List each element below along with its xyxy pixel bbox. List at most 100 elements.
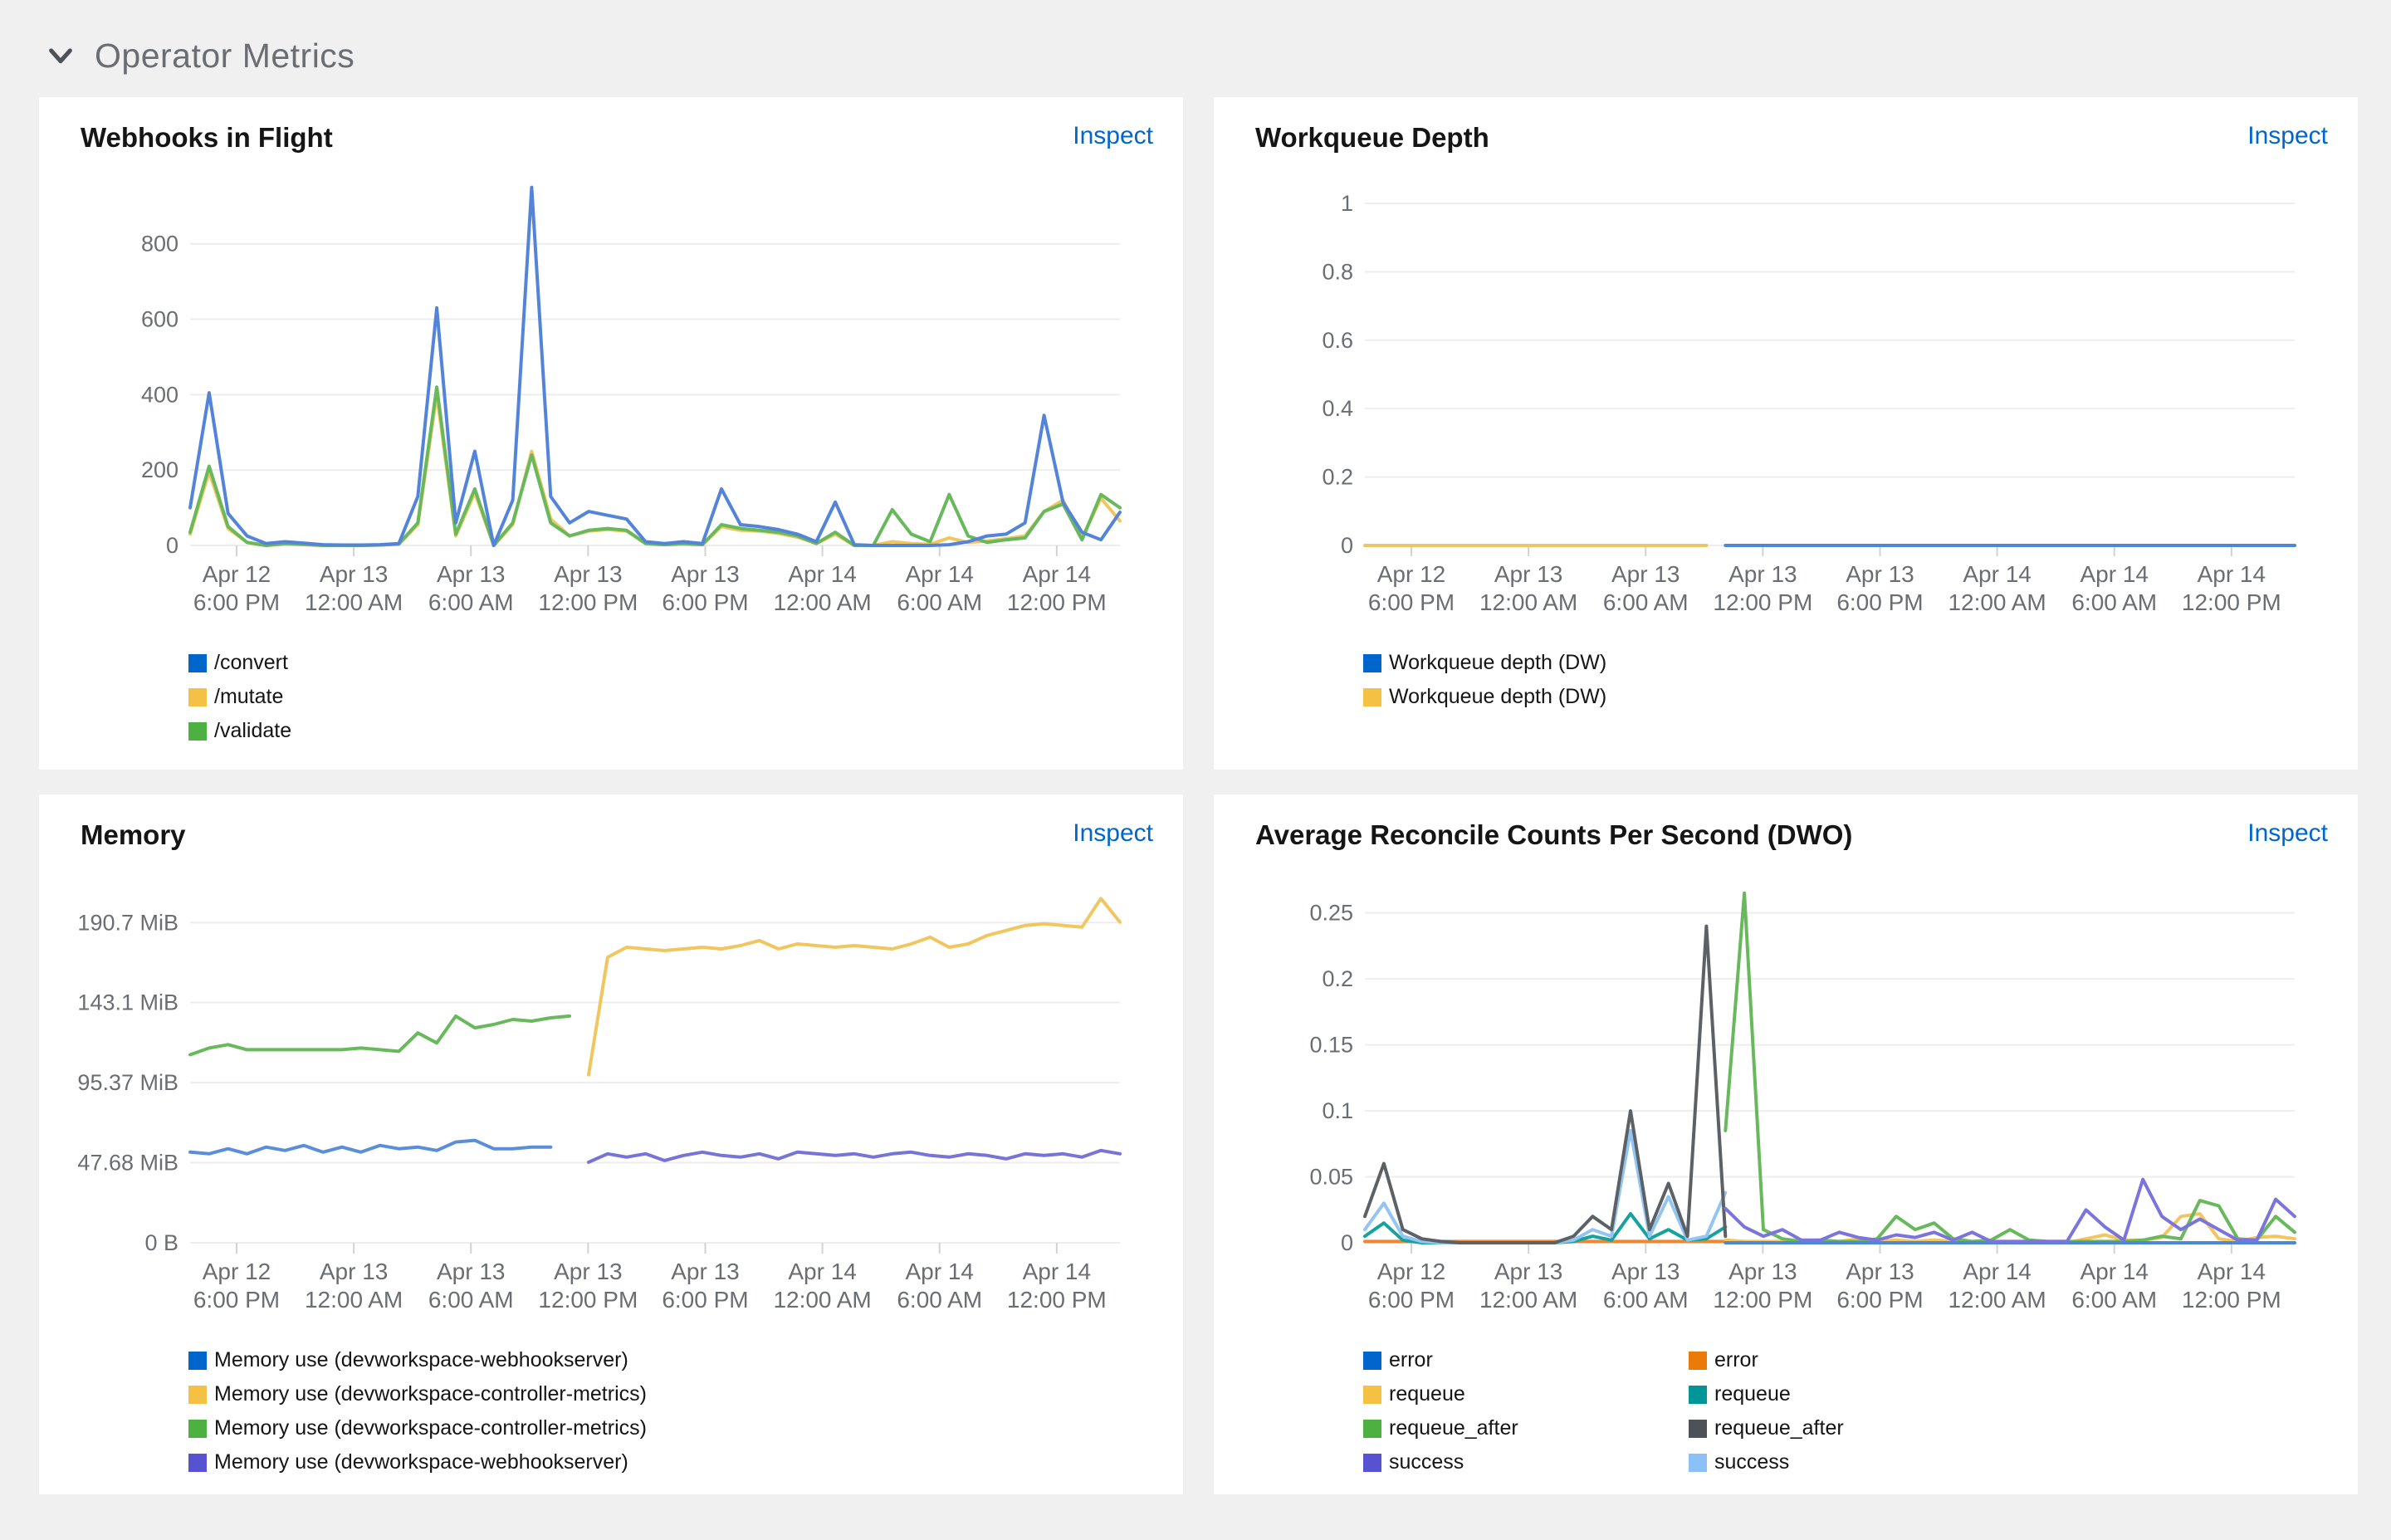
svg-text:0.6: 0.6 <box>1322 328 1353 353</box>
legend-label: /mutate <box>214 685 284 708</box>
svg-text:Apr 146:00 AM: Apr 14 6:00 AM <box>897 561 982 615</box>
legend-label: Workqueue depth (DW) <box>1389 651 1607 674</box>
panel-title: Webhooks in Flight <box>81 122 333 153</box>
legend-item: Memory use (devworkspace-controller-metr… <box>188 1416 647 1440</box>
legend-swatch <box>188 721 207 741</box>
legend-label: requeue <box>1389 1382 1465 1406</box>
legend-label: success <box>1714 1450 1790 1474</box>
svg-text:47.68 MiB: 47.68 MiB <box>77 1151 178 1176</box>
panel-webhooks-in-flight: Webhooks in Flight Inspect 0 200 400 600 800… <box>39 97 1183 770</box>
legend-label: Memory use (devworkspace-webhookserver) <box>214 1348 628 1371</box>
legend-swatch <box>188 653 207 672</box>
legend-column: Memory use (devworkspace-webhookserver) M… <box>188 1348 647 1474</box>
legend-item: /validate <box>188 719 514 743</box>
legend-swatch <box>188 687 207 706</box>
webhooks-in-flight-chart[interactable]: 0 200 400 600 800 Apr 12 6:00 PM Apr 13 12:00 AM… <box>66 155 1153 649</box>
legend-swatch <box>1689 1419 1707 1438</box>
inspect-link[interactable]: Inspect <box>1073 819 1153 847</box>
legend-column: /convert/mutate/validate <box>188 651 514 743</box>
section-header: Operator Metrics <box>0 0 2391 97</box>
chart-legend: Workqueue depth (DW) Workqueue depth (DW) <box>1363 651 2328 709</box>
panel-workqueue-depth: Workqueue Depth Inspect 0 0.2 0.4 0.6 0.8 1 Ap… <box>1214 97 2358 770</box>
inspect-link[interactable]: Inspect <box>2247 819 2328 847</box>
legend-swatch <box>1363 1453 1381 1472</box>
chart-legend: Memory use (devworkspace-webhookserver) M… <box>188 1348 1153 1474</box>
legend-swatch <box>188 1419 207 1438</box>
legend-item: requeue <box>1689 1382 2014 1406</box>
svg-text:Apr 136:00 PM: Apr 13 6:00 PM <box>1836 1259 1923 1313</box>
section-title: Operator Metrics <box>95 37 355 75</box>
legend-item: success <box>1363 1450 1689 1474</box>
svg-text:143.1 MiB: 143.1 MiB <box>77 990 178 1015</box>
legend-item: error <box>1363 1348 1689 1372</box>
legend-item: requeue_after <box>1363 1416 1689 1440</box>
legend-label: Memory use (devworkspace-controller-metr… <box>214 1382 647 1406</box>
legend-swatch <box>188 1351 207 1370</box>
svg-text:Apr 136:00 AM: Apr 13 6:00 AM <box>428 1259 514 1313</box>
svg-text:0.05: 0.05 <box>1309 1165 1353 1190</box>
svg-text:0: 0 <box>1341 533 1353 558</box>
svg-text:Apr 126:00 PM: Apr 12 6:00 PM <box>1368 1259 1455 1313</box>
legend-label: requeue <box>1714 1382 1791 1406</box>
memory-chart[interactable]: 0 B 47.68 MiB 95.37 MiB 143.1 MiB 190.7 MiB A… <box>66 853 1153 1347</box>
svg-text:0: 0 <box>166 533 178 558</box>
svg-text:0.2: 0.2 <box>1322 966 1353 991</box>
svg-text:0.15: 0.15 <box>1309 1033 1353 1058</box>
legend-swatch <box>1363 1351 1381 1370</box>
legend-label: success <box>1389 1450 1464 1474</box>
svg-text:0.4: 0.4 <box>1322 396 1353 421</box>
legend-label: /validate <box>214 719 292 742</box>
legend-item: Workqueue depth (DW) <box>1363 685 1689 709</box>
legend-label: /convert <box>214 651 288 674</box>
svg-text:800: 800 <box>141 232 178 257</box>
legend-item: /convert <box>188 651 514 675</box>
operator-metrics-page: Operator Metrics Webhooks in Flight Insp… <box>0 0 2391 1494</box>
inspect-link[interactable]: Inspect <box>1073 122 1153 149</box>
panel-header: Workqueue Depth Inspect <box>1240 122 2328 154</box>
legend-item: Workqueue depth (DW) <box>1363 651 1689 675</box>
legend-item: Memory use (devworkspace-webhookserver) <box>188 1450 647 1474</box>
legend-label: error <box>1389 1348 1433 1371</box>
svg-text:Apr 146:00 AM: Apr 14 6:00 AM <box>2071 561 2157 615</box>
panel-title: Average Reconcile Counts Per Second (DWO… <box>1255 819 1853 850</box>
inspect-link[interactable]: Inspect <box>2247 122 2328 149</box>
legend-item: requeue_after <box>1689 1416 2014 1440</box>
svg-text:Apr 146:00 AM: Apr 14 6:00 AM <box>897 1259 982 1313</box>
svg-text:600: 600 <box>141 307 178 332</box>
svg-text:Apr 136:00 AM: Apr 13 6:00 AM <box>1603 1259 1689 1313</box>
legend-item: Memory use (devworkspace-controller-metr… <box>188 1382 647 1406</box>
legend-item: success <box>1689 1450 2014 1474</box>
chevron-down-icon[interactable] <box>46 42 75 71</box>
svg-text:0 B: 0 B <box>144 1230 178 1255</box>
svg-text:200: 200 <box>141 457 178 482</box>
legend-label: Memory use (devworkspace-webhookserver) <box>214 1450 628 1474</box>
svg-text:Apr 136:00 PM: Apr 13 6:00 PM <box>662 561 748 615</box>
svg-text:1: 1 <box>1341 191 1353 216</box>
dashboard-grid: Webhooks in Flight Inspect 0 200 400 600 800… <box>0 97 2391 1494</box>
workqueue-depth-chart[interactable]: 0 0.2 0.4 0.6 0.8 1 Apr 12 6:00 PM Apr 13 12:00 A… <box>1240 155 2328 649</box>
panel-title: Memory <box>81 819 186 850</box>
legend-swatch <box>1689 1351 1707 1370</box>
svg-text:400: 400 <box>141 382 178 407</box>
svg-text:0.25: 0.25 <box>1309 901 1353 926</box>
average-reconcile-counts-chart[interactable]: 0 0.05 0.1 0.15 0.2 0.25 Apr 12 6:00 PM Apr 13 12… <box>1240 853 2328 1347</box>
legend-label: Workqueue depth (DW) <box>1389 685 1607 708</box>
legend-label: error <box>1714 1348 1758 1371</box>
legend-item: /mutate <box>188 685 514 709</box>
svg-text:Apr 126:00 PM: Apr 12 6:00 PM <box>193 561 280 615</box>
